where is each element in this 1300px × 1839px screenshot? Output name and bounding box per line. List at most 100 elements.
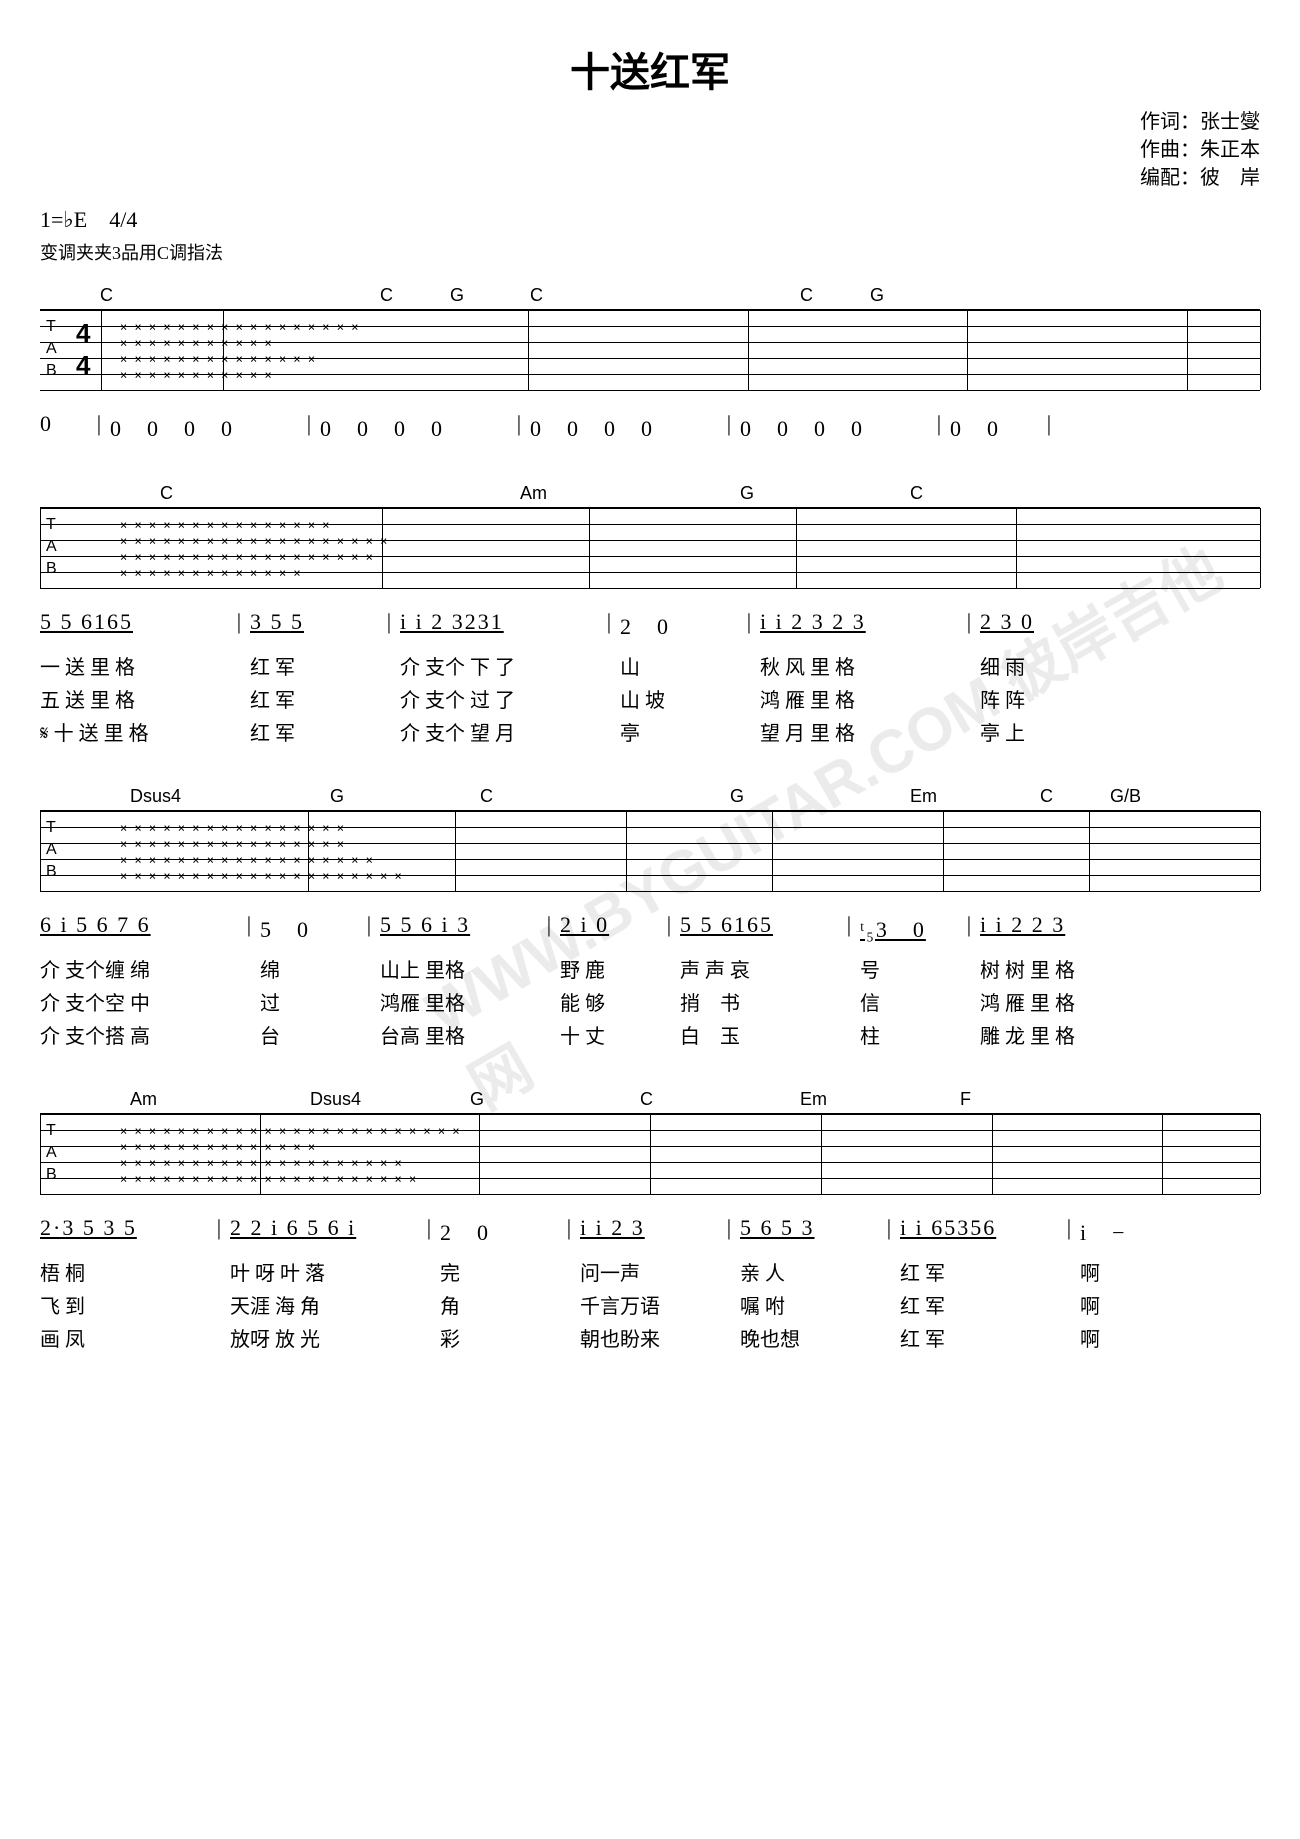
jianpu-segment: 0 0 0 0	[110, 411, 300, 443]
jianpu-segment: |	[420, 1215, 440, 1241]
key-text: 1=♭E	[40, 207, 87, 232]
lyric-segment: 红 军	[250, 651, 380, 680]
arranger-name: 彼 岸	[1200, 167, 1260, 189]
composer-name: 朱正本	[1200, 139, 1260, 161]
chord-symbol: C	[800, 285, 813, 306]
lyric-segment: 鸿 雁 里 格	[760, 684, 960, 713]
lyric-row: 𝄋 十 送 里 格红 军介 支个 望 月亭望 月 里 格亭 上	[40, 717, 1260, 746]
lyric-segment: 台	[260, 1020, 360, 1049]
lyric-segment: 𝄋 十 送 里 格	[40, 717, 230, 746]
tab-clef-letter: T	[46, 516, 56, 534]
lyric-row: 画 凤放呀 放 光彩朝也盼来晚也想红 军啊	[40, 1323, 1260, 1352]
jianpu-segment: |	[90, 411, 110, 437]
jianpu-segment: 3 5 5	[250, 609, 380, 635]
tab-clef-letter: T	[46, 819, 56, 837]
chord-symbol: Em	[910, 786, 937, 807]
jianpu-segment: i i 65356	[900, 1215, 1060, 1241]
lyric-segment: 鸿 雁 里 格	[980, 987, 1140, 1016]
lyric-row: 五 送 里 格红 军介 支个 过 了山 坡鸿 雁 里 格阵 阵	[40, 684, 1260, 713]
lyric-segment: 声 声 哀	[680, 954, 840, 983]
tab-clef-letter: A	[46, 1144, 57, 1162]
jianpu-segment: |	[740, 609, 760, 635]
lyric-segment: 鸿雁 里格	[380, 987, 540, 1016]
jianpu-segment: |	[880, 1215, 900, 1241]
jianpu-segment: 2 i 0	[560, 912, 660, 938]
lyric-segment: 红 军	[900, 1257, 1060, 1286]
lyric-segment: 介 支个空 中	[40, 987, 240, 1016]
chord-symbol: F	[960, 1089, 971, 1110]
key-signature: 1=♭E 4/4	[40, 202, 1260, 234]
lyric-segment: 秋 风 里 格	[760, 651, 960, 680]
tab-clef-letter: B	[46, 362, 57, 380]
chord-symbol: C	[100, 285, 113, 306]
chord-symbol: C	[1040, 786, 1053, 807]
lyric-segment: 嘱 咐	[740, 1290, 880, 1319]
chord-row: CAmGC	[40, 483, 1260, 505]
lyricist-label: 作词：	[1140, 111, 1200, 133]
tab-symbols: × × × × × × × × × × × × × × × × × × × × …	[100, 320, 1250, 380]
jianpu-segment: 5 5 6165	[680, 912, 840, 938]
jianpu-segment: |	[560, 1215, 580, 1241]
jianpu-segment: |	[380, 609, 400, 635]
lyric-segment: 介 支个 下 了	[400, 651, 600, 680]
chord-symbol: G/B	[1110, 786, 1141, 807]
jianpu-segment: i i 2 3	[580, 1215, 720, 1241]
jianpu-segment: |	[240, 912, 260, 938]
lyric-segment: 晚也想	[740, 1323, 880, 1352]
lyricist-name: 张士燮	[1200, 111, 1260, 133]
tab-staff: TAB × × × × × × × × × × × × × × × × × × ×…	[40, 1113, 1260, 1195]
lyric-row: 介 支个搭 高台台高 里格十 丈白 玉柱雕 龙 里 格	[40, 1020, 1260, 1049]
lyric-row: 介 支个缠 绵绵山上 里格野 鹿声 声 哀号树 树 里 格	[40, 954, 1260, 983]
jianpu-segment: 5 0	[260, 912, 360, 944]
chord-symbol: G	[870, 285, 884, 306]
jianpu-segment: |	[600, 609, 620, 635]
lyric-segment: 号	[860, 954, 960, 983]
tab-clef-letter: A	[46, 340, 57, 358]
jianpu-segment: |	[230, 609, 250, 635]
tab-clef-letter: B	[46, 863, 57, 881]
jianpu-segment: 0 0 0 0	[530, 411, 720, 443]
jianpu-segment: 2·3 5 3 5	[40, 1215, 210, 1241]
lyric-segment: 啊	[1080, 1257, 1160, 1286]
jianpu-notation-row: 2·3 5 3 5|2 2 i 6 5 6 i|2 0|i i 2 3|5 6 …	[40, 1215, 1260, 1247]
tab-symbols: × × × × × × × × × × × × × × × × × × × × …	[100, 518, 1250, 578]
tab-symbols: × × × × × × × × × × × × × × × × × × × × …	[100, 1124, 1250, 1184]
barline	[1260, 811, 1261, 891]
jianpu-segment: |	[840, 912, 860, 938]
lyric-segment: 十 丈	[560, 1020, 660, 1049]
jianpu-segment: 6 i 5 6 7 6	[40, 912, 240, 938]
chord-row: CCGCCG	[40, 285, 1260, 307]
barline	[1260, 508, 1261, 588]
lyric-segment: 问一声	[580, 1257, 720, 1286]
jianpu-segment: |	[960, 912, 980, 938]
lyric-segment: 亲 人	[740, 1257, 880, 1286]
chord-symbol: Dsus4	[130, 786, 181, 807]
lyric-segment: 白 玉	[680, 1020, 840, 1049]
lyric-segment: 朝也盼来	[580, 1323, 720, 1352]
jianpu-segment: |	[720, 1215, 740, 1241]
jianpu-segment: i i 2 2 3	[980, 912, 1140, 938]
lyric-segment: 放呀 放 光	[230, 1323, 420, 1352]
lyric-segment: 树 树 里 格	[980, 954, 1140, 983]
jianpu-segment: 5 6 5 3	[740, 1215, 880, 1241]
lyric-segment: 望 月 里 格	[760, 717, 960, 746]
jianpu-segment: 2 0	[440, 1215, 560, 1247]
tab-clef-letter: B	[46, 1166, 57, 1184]
lyric-segment: 角	[440, 1290, 560, 1319]
music-system: Dsus4GCGEmCG/BTAB × × × × × × × × × × × …	[40, 786, 1260, 1049]
chord-symbol: G	[740, 483, 754, 504]
lyric-segment: 彩	[440, 1323, 560, 1352]
jianpu-segment: 0 0 0 0	[320, 411, 510, 443]
time-sig-text: 4/4	[109, 207, 137, 232]
lyric-segment: 一 送 里 格	[40, 651, 230, 680]
time-sig-bottom: 4	[76, 350, 90, 381]
chord-symbol: Am	[130, 1089, 157, 1110]
jianpu-segment: |	[540, 912, 560, 938]
lyric-segment: 细 雨	[980, 651, 1080, 680]
jianpu-notation-row: 6 i 5 6 7 6|5 0|5 5 6 i 3|2 i 0|5 5 6165…	[40, 912, 1260, 944]
lyric-segment: 介 支个缠 绵	[40, 954, 240, 983]
tab-staff: TAB × × × × × × × × × × × × × × × × × × …	[40, 507, 1260, 589]
tab-clef-letter: T	[46, 1122, 56, 1140]
lyric-segment: 亭	[620, 717, 740, 746]
lyric-segment: 亭 上	[980, 717, 1080, 746]
